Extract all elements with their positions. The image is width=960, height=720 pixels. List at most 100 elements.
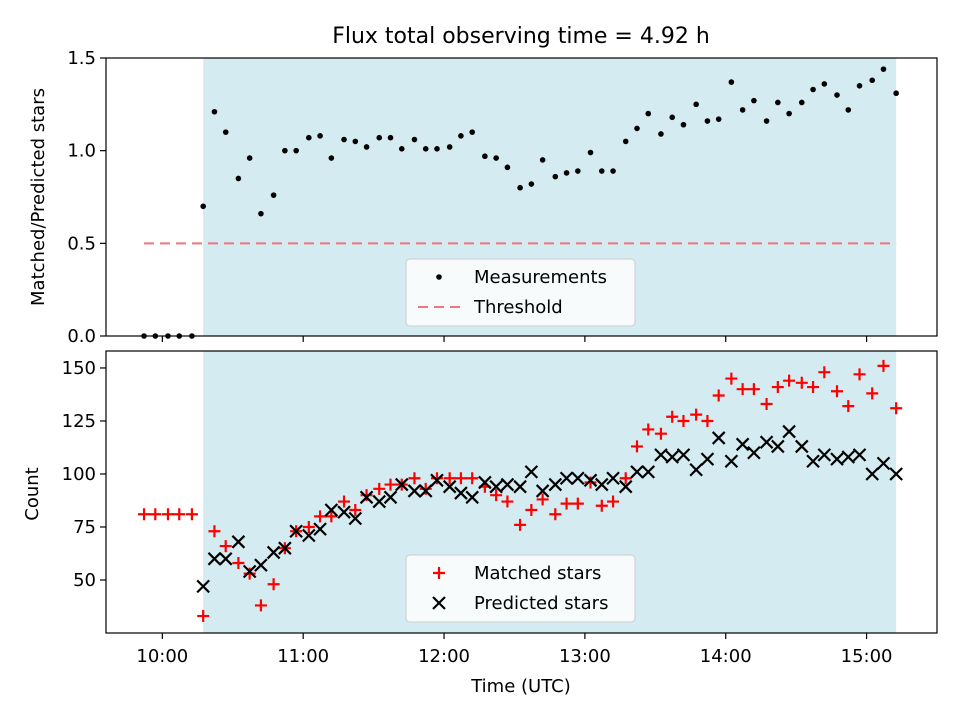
measurement-point — [739, 107, 746, 113]
matched-star-point — [161, 508, 174, 521]
measurement-point — [751, 97, 757, 104]
count-legend-box — [405, 554, 636, 623]
y-tick-label: 150 — [62, 358, 96, 379]
measurement-point — [539, 157, 546, 163]
ratio-x-ticks — [161, 336, 868, 342]
predicted-star-point — [395, 477, 409, 492]
predicted-star-point — [478, 475, 492, 490]
predicted-star-point — [795, 439, 809, 454]
matched-star-point — [830, 385, 843, 398]
predicted-star-point — [196, 579, 210, 594]
matched-star-point — [712, 389, 725, 402]
matched-star-point — [349, 504, 362, 517]
predicted-star-point — [489, 479, 503, 494]
measurement-point — [387, 134, 394, 141]
x-tick-label: 15:00 — [841, 646, 893, 667]
predicted-star-point — [430, 473, 444, 488]
predicted-stars-legend-label: Predicted stars — [474, 593, 608, 614]
predicted-star-point — [876, 456, 891, 471]
x-tick-label: 10:00 — [136, 646, 188, 667]
matched-star-point — [877, 359, 890, 372]
matched-star-point — [619, 472, 632, 485]
matched-star-point — [853, 368, 866, 381]
predicted-star-point — [889, 467, 903, 481]
measurement-point — [680, 121, 687, 128]
matched-star-point — [690, 408, 703, 421]
predicted-star-point — [806, 454, 820, 469]
predicted-star-point — [689, 462, 703, 477]
measurement-point — [352, 138, 359, 145]
matched-star-point — [243, 567, 256, 580]
measurement-point — [411, 136, 418, 143]
predicted-star-point — [289, 524, 303, 539]
matched-star-point — [771, 381, 784, 394]
predicted-star-point — [618, 479, 633, 494]
predicted-stars-legend-marker — [432, 596, 446, 610]
measurement-point — [376, 134, 383, 141]
matched-star-point — [430, 472, 443, 485]
matched-star-point — [571, 497, 584, 510]
predicted-star-point — [442, 479, 457, 494]
measurement-point — [517, 184, 523, 191]
measurement-point — [317, 133, 323, 139]
matched-star-point — [185, 508, 198, 521]
matched-star-point — [630, 440, 643, 453]
predicted-star-point — [559, 471, 574, 485]
measurement-point — [704, 118, 711, 124]
matched-star-point — [232, 557, 245, 570]
matched-star-point — [736, 383, 749, 396]
predicted-star-point — [313, 522, 327, 536]
measurement-point — [763, 118, 770, 124]
ratio-chart-title: Flux total observing time = 4.92 h — [332, 24, 710, 49]
measurement-point — [810, 86, 816, 93]
measurement-point — [821, 81, 828, 87]
matched-star-point — [197, 610, 210, 623]
matched-star-point — [454, 472, 467, 485]
predicted-star-point — [606, 471, 620, 485]
predicted-star-point — [630, 465, 644, 479]
ratio-plot-frame — [105, 57, 938, 337]
predicted-star-point — [242, 564, 257, 579]
measurement-point — [528, 181, 535, 187]
measurement-point — [587, 149, 594, 156]
count-x-axis: 10:00 11:00 12:00 13:00 14:00 15:00 — [136, 633, 893, 667]
matched-star-point — [795, 376, 808, 389]
predicted-star-point — [359, 490, 374, 505]
ratio-legend-box — [405, 258, 636, 327]
matched-star-point — [373, 482, 386, 495]
predicted-stars-points — [196, 424, 903, 594]
measurement-point — [328, 155, 335, 161]
matched-star-point — [138, 508, 151, 521]
predicted-star-point — [324, 503, 339, 517]
y-tick-label: 75 — [73, 517, 96, 538]
predicted-star-point — [735, 437, 750, 452]
measurement-point — [563, 170, 570, 176]
measurement-point — [775, 99, 781, 106]
measurement-point — [398, 146, 405, 152]
predicted-star-point — [407, 484, 422, 498]
measurement-point — [282, 147, 288, 154]
matched-star-point — [677, 414, 690, 427]
matched-star-point — [725, 372, 738, 385]
measurement-point — [798, 99, 805, 106]
measurement-point — [552, 173, 559, 180]
measurement-point — [434, 146, 440, 152]
predicted-star-point — [724, 454, 739, 469]
x-axis-label: Time (UTC) — [470, 676, 571, 697]
matched-star-point — [560, 497, 573, 510]
matched-star-point — [760, 398, 773, 411]
measurement-point — [270, 192, 277, 198]
measurement-point — [610, 168, 616, 174]
measurement-point — [634, 125, 640, 132]
predicted-star-point — [841, 450, 856, 464]
matched-star-point — [219, 540, 232, 553]
predicted-star-point — [254, 558, 268, 572]
y-tick-label: 125 — [62, 411, 96, 432]
predicted-star-point — [454, 486, 468, 500]
measurement-point — [598, 168, 605, 174]
matched-star-point — [338, 495, 351, 508]
measurement-point — [786, 110, 792, 117]
matched-star-point — [501, 495, 514, 508]
measurement-point — [493, 155, 499, 161]
